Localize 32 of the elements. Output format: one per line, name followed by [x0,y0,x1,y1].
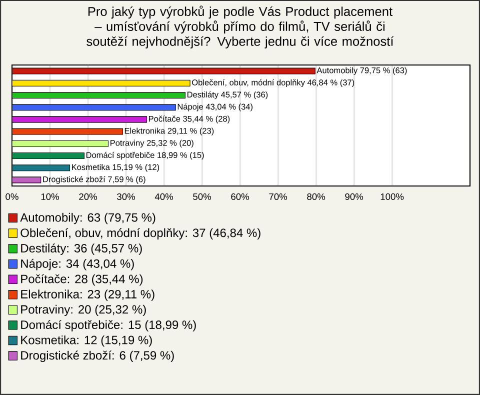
x-tick-label: 30% [117,193,136,200]
data-label: Oblečení, obuv, módní doplňky 46,84 % (37) [192,79,354,88]
x-tick-label: 80% [307,193,326,200]
data-label: Elektronika 29,11 % (23) [124,128,214,136]
data-label: Kosmetika 15,19 % (12) [72,164,160,172]
data-label: Nápoje 43,04 % (34) [178,103,252,112]
x-tick-label: 0% [6,193,18,200]
data-label: Drogistické zboží 7,59 % (6) [43,176,146,184]
chart-title: Pro jaký typ výrobků je podle Vás Product placement – umísťování výrobků přímo do filmů, TV seriálů či soutěží nejvhodnější? Vyberte jednu či více možností [86,6,394,48]
legend-label: Počítače: 28 (35,44 %) [21,274,143,286]
x-tick-label: 50% [193,193,212,200]
x-tick-label: 90% [345,193,364,200]
legend-label: Kosmetika: 12 (15,19 %) [21,335,152,347]
legend-label: Automobily: 63 (79,75 %) [20,212,156,224]
x-tick-label: 100% [380,193,404,200]
data-label: Domácí spotřebiče 18,99 % (15) [86,152,204,160]
x-tick-label: 60% [231,193,250,200]
data-label: Počítače 35,44 % (28) [148,116,230,124]
data-label: Destiláty 45,57 % (36) [187,91,268,100]
legend-label: Destiláty: 36 (45,57 %) [21,244,142,255]
x-tick-label: 10% [41,193,60,200]
x-tick-label: 70% [269,193,288,200]
legend-label: Nápoje: 34 (43,04 %) [21,258,134,270]
legend-label: Oblečení, obuv, módní doplňky: 37 (46,84 %) [20,228,260,240]
x-tick-label: 40% [154,193,174,200]
legend-label: Drogistické zboží: 6 (7,59 %) [21,350,174,362]
legend-label: Elektronika: 23 (29,11 %) [21,290,154,301]
legend-label: Potraviny: 20 (25,32 %) [21,304,146,316]
legend-label: Domácí spotřebiče: 15 (18,99 %) [21,320,196,332]
data-label: Automobily 79,75 % (63) [316,67,407,75]
x-tick-label: 20% [79,193,98,200]
data-label: Potraviny 25,32 % (20) [110,140,194,148]
